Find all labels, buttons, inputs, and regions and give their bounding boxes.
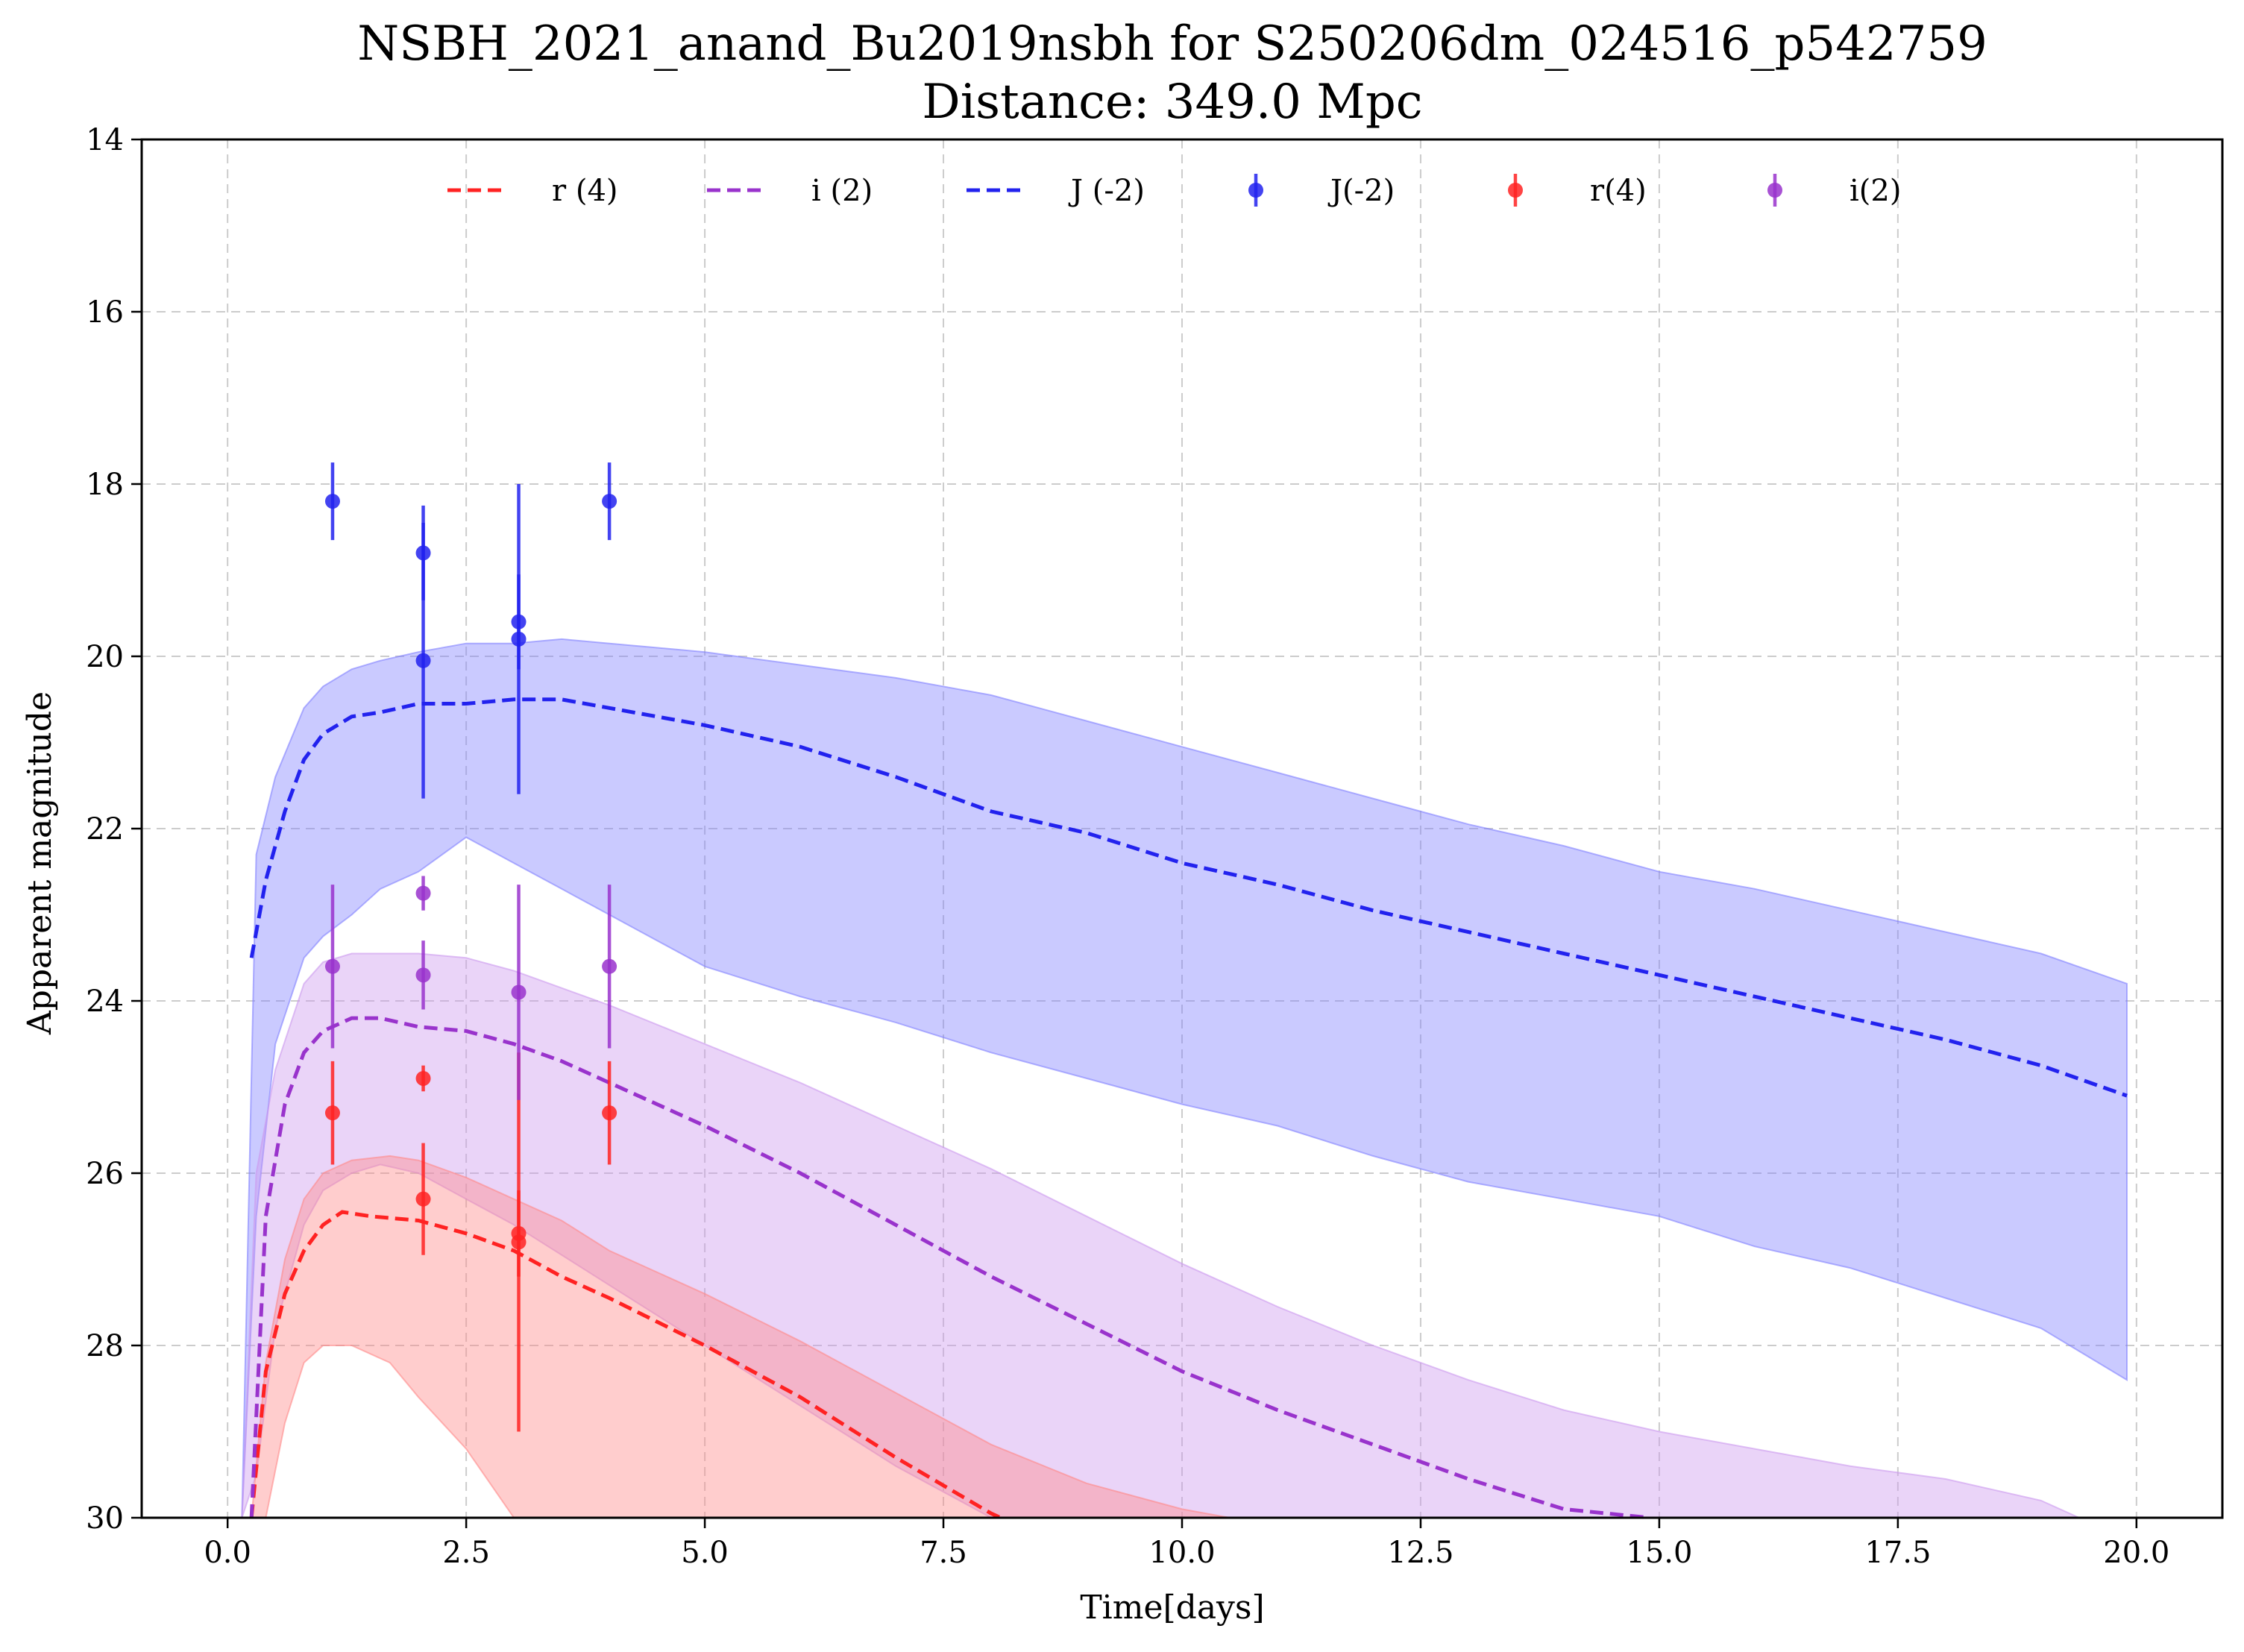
legend-label: J(-2) [1327, 174, 1395, 208]
x-tick-label: 20.0 [2103, 1536, 2169, 1570]
data-point [602, 494, 617, 509]
data-point [511, 1234, 527, 1250]
legend-marker [1248, 183, 1263, 198]
data-point [324, 1105, 340, 1121]
plot-frame [140, 138, 2224, 1519]
tick-layer: 0.0 2.5 5.0 7.5 10.0 12.5 15.0 17.5 20.0 14 16 18 20… [86, 123, 2169, 1570]
legend-label: i(2) [1849, 174, 1901, 208]
legend-label: i (2) [811, 174, 873, 208]
legend-label: J (-2) [1068, 174, 1145, 208]
y-tick-label: 30 [86, 1501, 124, 1536]
chart-title: NSBH_2021_anand_Bu2019nsbh for S250206dm… [357, 16, 1987, 72]
y-tick-label: 22 [86, 812, 124, 847]
x-tick-label: 10.0 [1148, 1536, 1215, 1570]
x-tick-label: 0.0 [204, 1536, 251, 1570]
y-tick-label: 14 [86, 123, 124, 157]
legend-marker [1508, 183, 1523, 198]
data-point [324, 494, 340, 509]
x-tick-label: 5.0 [681, 1536, 729, 1570]
y-tick-label: 16 [86, 295, 124, 330]
legend-marker [1767, 183, 1782, 198]
data-point [602, 1105, 617, 1121]
y-tick-label: 24 [86, 984, 124, 1019]
series-line [249, 697, 2128, 1098]
line-layer [249, 697, 2128, 1520]
data-point [511, 631, 527, 647]
x-tick-label: 17.5 [1864, 1536, 1931, 1570]
y-axis-label: Apparent magnitude [21, 691, 59, 1035]
data-point [415, 1070, 431, 1086]
data-point [415, 653, 431, 668]
y-tick-label: 18 [86, 468, 124, 502]
data-point [324, 958, 340, 974]
data-point [415, 1191, 431, 1207]
y-tick-label: 20 [86, 640, 124, 674]
x-tick-label: 12.5 [1387, 1536, 1453, 1570]
x-tick-label: 7.5 [920, 1536, 967, 1570]
data-point [415, 885, 431, 901]
x-axis-label: Time[days] [1080, 1589, 1264, 1627]
legend-label: r(4) [1590, 174, 1647, 208]
data-point [602, 958, 617, 974]
series-line [249, 1210, 1002, 1520]
data-point [511, 984, 527, 1000]
grid [142, 139, 2222, 1518]
legend: r (4) i (2) J (-2) J(-2) r(4) i(2) [447, 174, 1901, 208]
x-tick-label: 2.5 [442, 1536, 490, 1570]
y-tick-label: 28 [86, 1329, 124, 1363]
data-point [415, 967, 431, 983]
legend-label: r (4) [552, 174, 618, 208]
y-tick-label: 26 [86, 1157, 124, 1191]
chart-subtitle: Distance: 349.0 Mpc [922, 75, 1422, 130]
band-layer [241, 638, 2128, 1518]
point-layer [324, 462, 617, 1432]
x-tick-label: 15.0 [1626, 1536, 1692, 1570]
series-line [249, 1016, 1650, 1520]
